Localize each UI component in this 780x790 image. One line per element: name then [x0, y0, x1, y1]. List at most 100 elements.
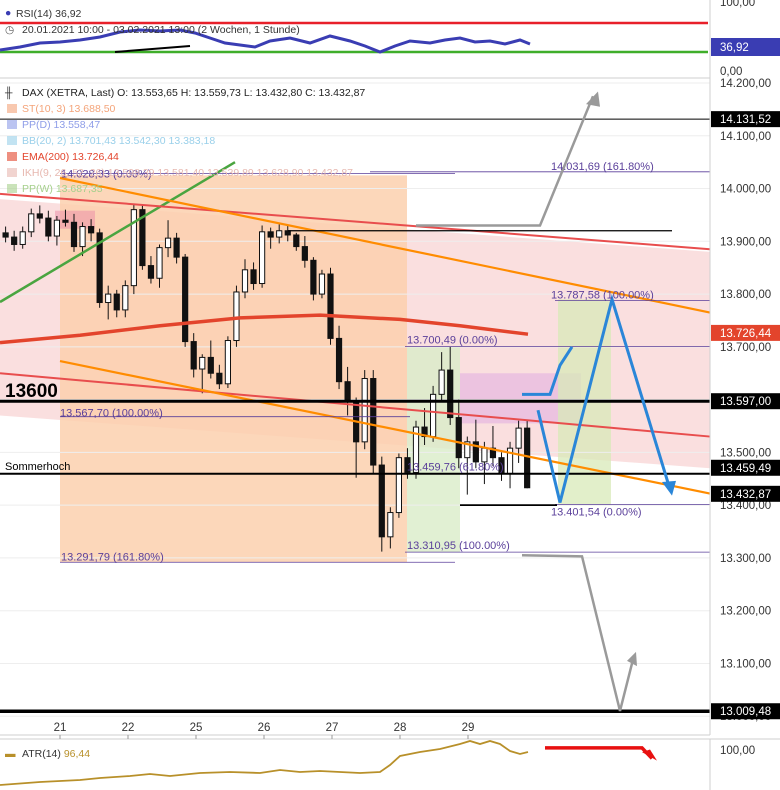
atr-legend-icon: ▬ — [5, 748, 16, 760]
candle — [62, 209, 69, 227]
candle-body — [412, 426, 420, 473]
green-trendline — [0, 161, 236, 304]
candle-body — [147, 265, 155, 279]
legend-item: EMA(200) 13.726,44 — [22, 151, 119, 163]
candle-body — [130, 209, 137, 287]
price-tag-text: 13.459,49 — [720, 463, 771, 475]
candle — [28, 208, 35, 238]
candle-body — [404, 457, 411, 473]
x-tick-label: 29 — [462, 722, 475, 734]
fib-label: 13.700,49 (0.00%) — [407, 335, 498, 347]
candle-body — [387, 512, 394, 538]
rsi-axis-bottom: 0,00 — [720, 66, 742, 78]
candle — [250, 262, 257, 290]
y-tick-label: 13.300,00 — [720, 553, 771, 565]
candle — [173, 232, 180, 264]
rsi-line — [0, 28, 531, 54]
x-tick-label: 25 — [190, 722, 203, 734]
fib-label: 13.291,79 (161.80%) — [61, 551, 164, 563]
legend-swatch — [7, 152, 17, 161]
price-tag: 14.131,52 — [711, 111, 780, 128]
y-tick-label: 13.800,00 — [720, 289, 771, 301]
candle-body — [11, 236, 18, 245]
candle — [2, 226, 9, 243]
atr-panel: ▬ ATR(14) 96,44 100,00 — [0, 738, 780, 790]
candle — [45, 210, 52, 242]
price-tag: 13.009,48 — [711, 703, 780, 720]
y-tick-label: 13.200,00 — [720, 606, 771, 618]
candle — [412, 420, 420, 479]
y-tick-label: 13.500,00 — [720, 447, 771, 459]
y-tick-label: 14.100,00 — [720, 131, 771, 143]
candle — [370, 370, 377, 474]
price-tag-bg — [711, 703, 780, 720]
candle-body — [241, 269, 249, 293]
candle-body — [96, 232, 103, 304]
legend-item: PP(D) 13.558,47 — [22, 119, 100, 131]
candle — [70, 213, 78, 252]
grey-arrow-up — [416, 95, 595, 227]
candle — [421, 408, 428, 446]
fib-label: 13.567,70 (100.00%) — [60, 408, 163, 420]
candle-body — [481, 447, 488, 463]
candle — [455, 399, 462, 469]
candle-body — [182, 256, 189, 343]
candle-body — [361, 378, 368, 443]
date-range: 20.01.2021 10:00 - 03.02.2021 13:00 — [22, 24, 195, 36]
legend-item: PP(W) 13.687,35 — [22, 183, 103, 195]
candle — [216, 364, 223, 390]
candle — [259, 225, 266, 288]
candle — [361, 370, 368, 450]
price-tag-bg — [711, 324, 780, 341]
candle — [36, 205, 43, 224]
period: (2 Wochen, 1 Stunde) — [198, 24, 300, 36]
blue-arrow-short — [522, 346, 574, 396]
atr-label: ATR(14) — [22, 748, 61, 760]
candle — [11, 230, 18, 251]
candle — [199, 354, 206, 394]
sommerhoch-label: Sommerhoch — [5, 461, 70, 473]
candle-body — [447, 369, 454, 419]
candle — [276, 224, 283, 244]
candle-body — [464, 441, 471, 459]
candle — [472, 419, 479, 469]
candle-body — [370, 378, 377, 466]
y-tick-label: 13.100,00 — [720, 658, 771, 670]
candle-body — [62, 219, 69, 223]
candle — [387, 507, 394, 549]
fib-zone-left — [60, 175, 407, 563]
candle-body — [36, 213, 43, 219]
atr-value: 96,44 — [64, 748, 90, 760]
candle-body — [344, 381, 351, 403]
candle-body — [2, 232, 9, 238]
price-tag: 13.597,00 — [711, 393, 780, 410]
candle — [190, 333, 197, 378]
y-tick-label: 13.400,00 — [720, 500, 771, 512]
candle-body — [524, 427, 531, 489]
price-tag: 13.459,49 — [711, 459, 780, 476]
price-tag-bg — [711, 485, 780, 502]
candle-body — [259, 231, 266, 285]
candle — [284, 225, 291, 242]
candle-body — [224, 340, 232, 385]
candle-body — [19, 231, 26, 245]
candle — [122, 280, 129, 318]
candle-body — [310, 259, 317, 295]
rsi-current-tag: 36,92 — [720, 42, 749, 54]
candle-body — [164, 237, 172, 249]
fib-label: 14.028,33 (0.00%) — [61, 169, 152, 181]
instrument-name: DAX (XETRA, Last) — [22, 87, 114, 99]
price-tag-text: 13.726,44 — [720, 328, 772, 340]
candle — [241, 259, 249, 299]
candle — [335, 325, 343, 390]
svg-text:DAX (XETRA, Last) O: 13.553,6: DAX (XETRA, Last) O: 13.553,65 H: 13.559… — [22, 87, 365, 99]
candle — [207, 340, 214, 379]
candle-body — [327, 273, 334, 339]
candle-body — [113, 293, 120, 311]
price-tag-text: 13.597,00 — [720, 396, 771, 408]
candle — [164, 220, 172, 258]
price-tag-text: 14.131,52 — [720, 114, 771, 126]
price-tag: 13.726,44 — [711, 324, 780, 341]
blue-arrow-long — [536, 293, 672, 503]
y-tick-label: 13.700,00 — [720, 342, 771, 354]
